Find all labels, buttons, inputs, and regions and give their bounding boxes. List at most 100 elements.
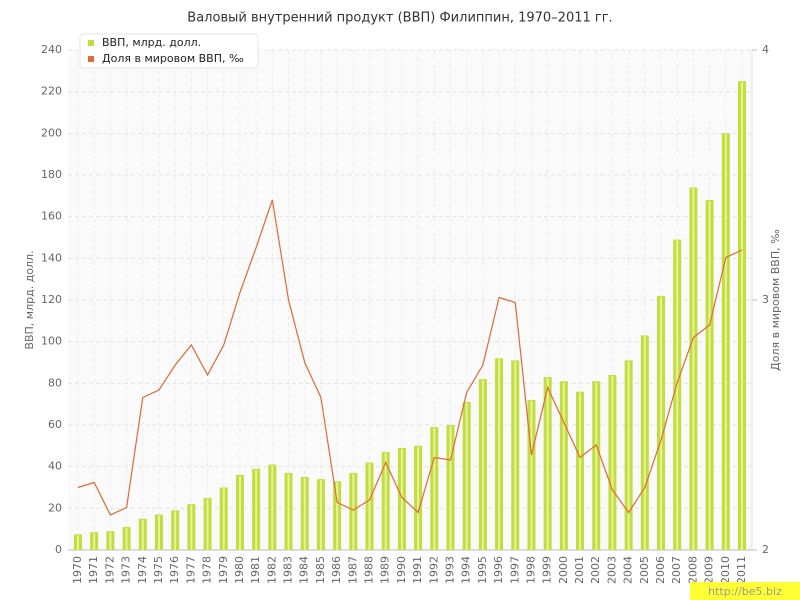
x-tick-label: 2002	[589, 556, 602, 584]
x-tick-label: 1975	[152, 556, 165, 584]
bar-highlight	[611, 376, 614, 550]
watermark: http://be5.biz	[708, 585, 782, 598]
bar-highlight	[417, 446, 420, 550]
watermark-bg	[690, 582, 800, 600]
legend: ВВП, млрд. долл. Доля в мировом ВВП, ‰	[79, 33, 259, 69]
y-tick-label: 180	[41, 168, 62, 181]
bar-highlight	[93, 533, 96, 550]
x-tick-label: 1995	[476, 556, 489, 584]
bar-highlight	[449, 426, 452, 550]
y-tick-label: 0	[55, 543, 62, 556]
bar-highlight	[514, 361, 517, 550]
x-tick-label: 1984	[298, 556, 311, 584]
legend-swatch	[88, 40, 94, 46]
bar-highlight	[77, 535, 79, 550]
bar-highlight	[741, 82, 743, 550]
x-tick-label: 1988	[363, 556, 376, 584]
bar-highlight	[530, 401, 533, 550]
bar-highlight	[303, 478, 306, 550]
bar-highlight	[271, 465, 274, 550]
x-tick-label: 1980	[233, 556, 246, 584]
legend-label: Доля в мировом ВВП, ‰	[102, 52, 244, 65]
x-tick-label: 1996	[492, 556, 505, 584]
bar-highlight	[174, 511, 177, 550]
x-tick-label: 2004	[622, 556, 635, 584]
bar-highlight	[157, 515, 160, 550]
bar-highlight	[465, 403, 468, 550]
x-tick-label: 1990	[395, 556, 408, 584]
bar-highlight	[660, 296, 663, 550]
y-tick-label: 140	[41, 251, 62, 264]
bar-highlight	[206, 498, 209, 550]
y-tick-label: 220	[41, 85, 62, 98]
x-tick-label: 1971	[87, 556, 100, 584]
y2-tick-label: 4	[762, 43, 769, 56]
x-tick-label: 2006	[654, 556, 667, 584]
x-tick-label: 2010	[719, 556, 732, 584]
y-tick-label: 80	[48, 376, 62, 389]
legend-box	[79, 33, 259, 69]
legend-swatch	[88, 56, 94, 62]
x-tick-label: 1997	[508, 556, 521, 584]
bar-highlight	[595, 382, 598, 550]
x-tick-label: 2001	[573, 556, 586, 584]
x-tick-label: 1991	[411, 556, 424, 584]
bar-highlight	[546, 378, 549, 550]
y-tick-label: 160	[41, 210, 62, 223]
x-tick-label: 2005	[638, 556, 651, 584]
bar-highlight	[287, 473, 290, 550]
x-tick-label: 1972	[103, 556, 116, 584]
x-tick-label: 1970	[71, 556, 84, 584]
bar-highlight	[125, 528, 128, 550]
y-axis-label: ВВП, млрд. долл.	[23, 250, 36, 349]
bar-highlight	[319, 480, 322, 550]
y-tick-label: 60	[48, 418, 62, 431]
bar-highlight	[368, 463, 371, 550]
x-tick-label: 2008	[686, 556, 699, 584]
x-tick-label: 2000	[557, 556, 570, 584]
y2-axis-label: Доля в мировом ВВП, ‰	[769, 229, 782, 371]
x-tick-label: 1994	[460, 556, 473, 584]
bar-highlight	[643, 336, 646, 550]
x-tick-label: 1986	[330, 556, 343, 584]
x-tick-label: 1987	[346, 556, 359, 584]
chart-title: Валовый внутренний продукт (ВВП) Филиппи…	[187, 11, 612, 26]
bar-highlight	[692, 188, 695, 550]
y-tick-label: 40	[48, 460, 62, 473]
bar-highlight	[708, 201, 711, 550]
marks	[74, 81, 746, 551]
x-tick-label: 1977	[184, 556, 197, 584]
bar-highlight	[562, 382, 565, 550]
y-tick-label: 200	[41, 126, 62, 139]
bar-highlight	[724, 134, 727, 551]
x-tick-label: 1999	[541, 556, 554, 584]
bar-highlight	[352, 473, 355, 550]
bar-highlight	[433, 428, 436, 550]
bar-highlight	[255, 469, 258, 550]
x-tick-label: 2009	[703, 556, 716, 584]
x-tick-label: 1993	[443, 556, 456, 584]
x-tick-label: 1983	[282, 556, 295, 584]
x-tick-label: 1978	[201, 556, 214, 584]
bar-highlight	[336, 482, 339, 550]
bar-highlight	[498, 359, 501, 550]
x-tick-label: 1981	[249, 556, 262, 584]
bar-highlight	[222, 488, 225, 550]
bar-highlight	[579, 392, 582, 550]
bar-highlight	[627, 361, 630, 550]
x-tick-label: 1982	[265, 556, 278, 584]
x-tick-label: 1973	[120, 556, 133, 584]
legend-label: ВВП, млрд. долл.	[102, 36, 201, 49]
x-tick-label: 2003	[605, 556, 618, 584]
x-tick-label: 1989	[379, 556, 392, 584]
bar-highlight	[109, 532, 112, 550]
x-tick-label: 1979	[217, 556, 230, 584]
y-tick-label: 240	[41, 43, 62, 56]
bar-highlight	[238, 476, 241, 550]
bar-highlight	[481, 380, 484, 550]
line	[77, 199, 743, 516]
y-tick-label: 120	[41, 293, 62, 306]
y2-tick-label: 2	[762, 543, 769, 556]
bar-highlight	[141, 519, 144, 550]
bar-highlight	[676, 240, 679, 551]
